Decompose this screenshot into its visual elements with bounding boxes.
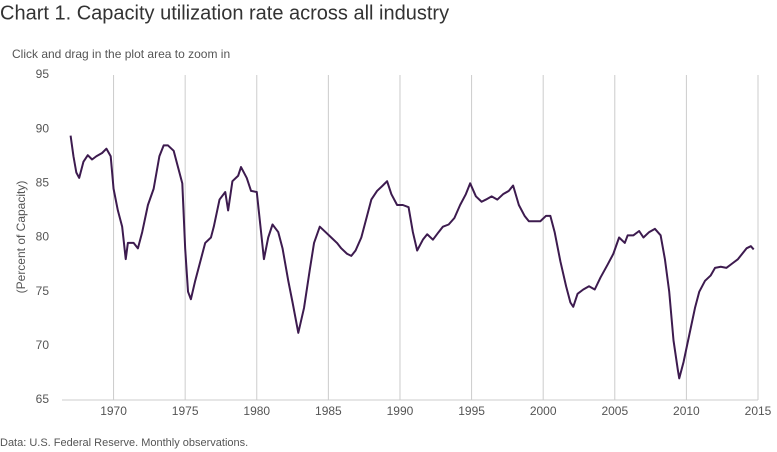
x-tick-label: 1995 <box>458 404 485 418</box>
y-tick-label: 75 <box>36 284 50 298</box>
source-note: Data: U.S. Federal Reserve. Monthly obse… <box>0 437 248 449</box>
chart-subtitle: Click and drag in the plot area to zoom … <box>12 47 230 61</box>
y-tick-label: 70 <box>36 338 50 352</box>
y-tick-label: 85 <box>36 176 50 190</box>
x-tick-label: 1970 <box>100 404 127 418</box>
x-tick-label: 2010 <box>673 404 700 418</box>
x-tick-label: 1985 <box>315 404 342 418</box>
y-tick-label: 65 <box>36 392 50 406</box>
data-line <box>69 135 755 380</box>
y-tick-label: 90 <box>36 121 50 135</box>
x-tick-label: 1975 <box>172 404 199 418</box>
x-tick-label: 1990 <box>387 404 414 418</box>
y-tick-label: 95 <box>36 67 50 81</box>
x-tick-label: 2005 <box>601 404 628 418</box>
y-axis-label: (Percent of Capacity) <box>14 181 28 294</box>
x-tick-label: 1980 <box>243 404 270 418</box>
y-tick-label: 80 <box>36 230 50 244</box>
x-tick-label: 2015 <box>745 404 772 418</box>
x-tick-label: 2000 <box>530 404 557 418</box>
chart-title: Chart 1. Capacity utilization rate acros… <box>0 2 449 24</box>
